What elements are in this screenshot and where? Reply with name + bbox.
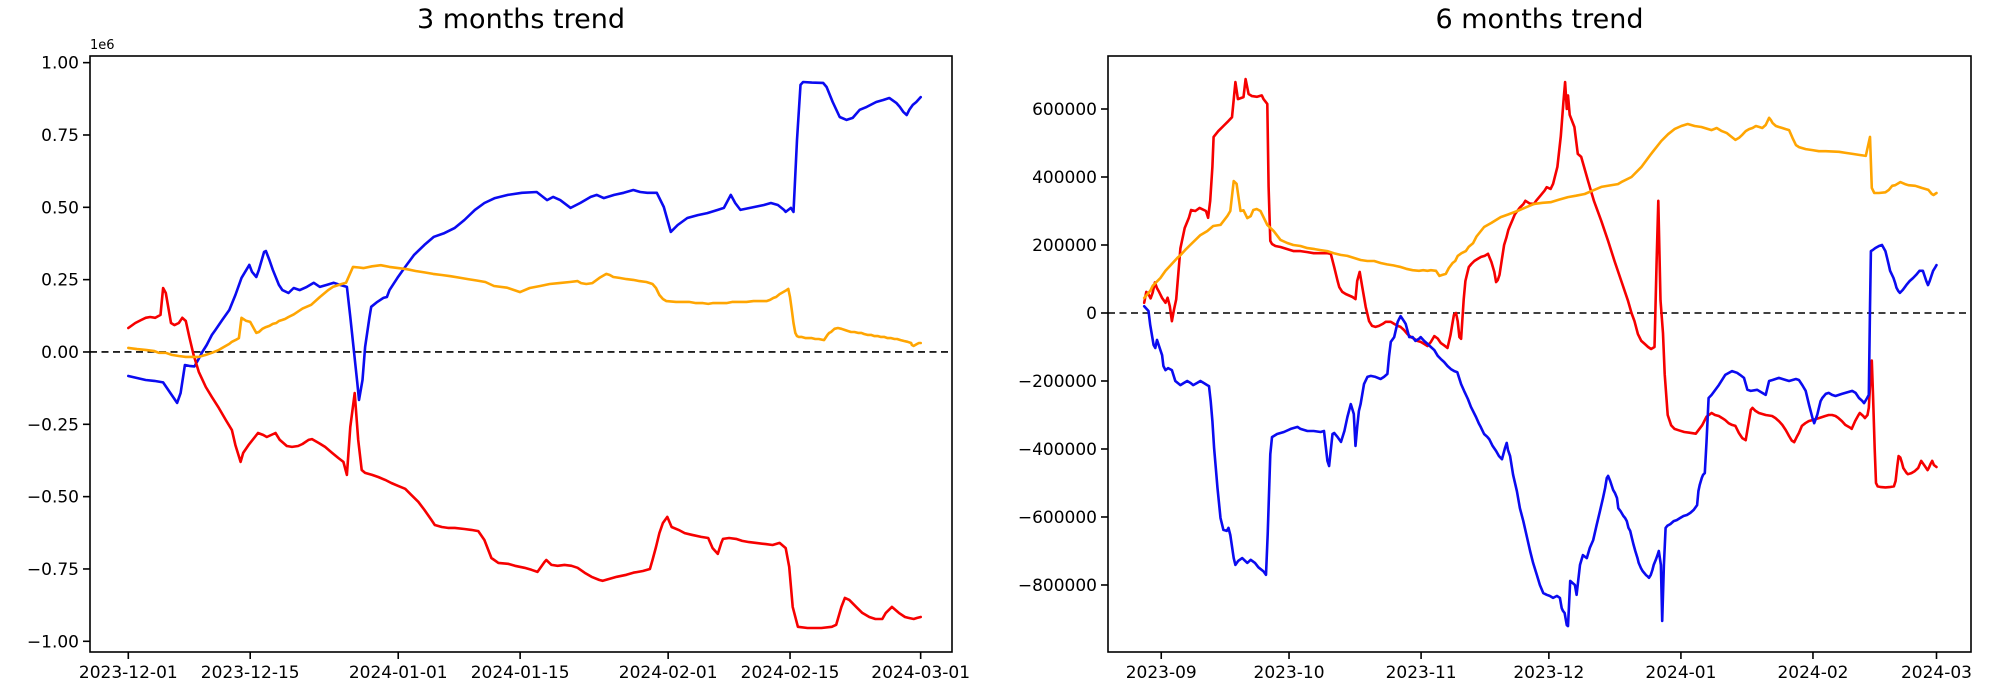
x-tick-label: 2023-11 <box>1386 663 1457 683</box>
y-axis-offset-label: 1e6 <box>90 38 115 53</box>
y-tick-label: −0.50 <box>27 488 79 508</box>
x-tick-label: 2024-02-01 <box>619 663 718 683</box>
y-tick-label: −200000 <box>1018 372 1097 392</box>
y-tick-label: −0.25 <box>27 415 79 435</box>
x-tick-label: 2023-12-15 <box>201 663 300 683</box>
x-tick-label: 2024-02 <box>1777 663 1848 683</box>
series-line-orange <box>127 263 923 359</box>
y-tick-label: 0.75 <box>41 126 79 146</box>
y-tick-label: −800000 <box>1018 576 1097 596</box>
x-tick-label: 2024-01-15 <box>471 663 570 683</box>
x-tick-label: 2024-01-01 <box>349 663 448 683</box>
y-tick-label: 0 <box>1086 304 1097 324</box>
chart-title-6-months: 6 months trend <box>1435 4 1644 35</box>
y-tick-label: −1.00 <box>27 632 79 652</box>
y-tick-label: 0.25 <box>41 271 79 291</box>
x-tick-label: 2024-03-01 <box>871 663 970 683</box>
series-line-blue <box>127 80 923 405</box>
series-line-red <box>1142 77 1938 489</box>
x-tick-label: 2023-12 <box>1513 663 1584 683</box>
x-tick-label: 2024-03 <box>1901 663 1972 683</box>
y-tick-label: 0.50 <box>41 198 79 218</box>
x-tick-label: 2024-02-15 <box>741 663 840 683</box>
series-line-blue <box>1142 243 1938 628</box>
series-line-orange <box>1142 116 1938 300</box>
series-line-red <box>127 286 923 630</box>
plot-frame <box>89 55 953 653</box>
y-tick-label: 200000 <box>1032 236 1097 256</box>
chart-title-3-months: 3 months trend <box>417 4 625 35</box>
x-tick-label: 2023-10 <box>1254 663 1325 683</box>
x-tick-label: 2023-12-01 <box>79 663 178 683</box>
y-tick-label: −400000 <box>1018 440 1097 460</box>
y-tick-label: −600000 <box>1018 508 1097 528</box>
y-tick-label: 600000 <box>1032 100 1097 120</box>
y-tick-label: −0.75 <box>27 560 79 580</box>
plot-frame <box>1107 55 1972 653</box>
x-tick-label: 2023-09 <box>1126 663 1197 683</box>
y-tick-label: 1.00 <box>41 54 79 74</box>
y-tick-label: 400000 <box>1032 168 1097 188</box>
x-tick-label: 2024-01 <box>1645 663 1716 683</box>
y-tick-label: 0.00 <box>41 343 79 363</box>
